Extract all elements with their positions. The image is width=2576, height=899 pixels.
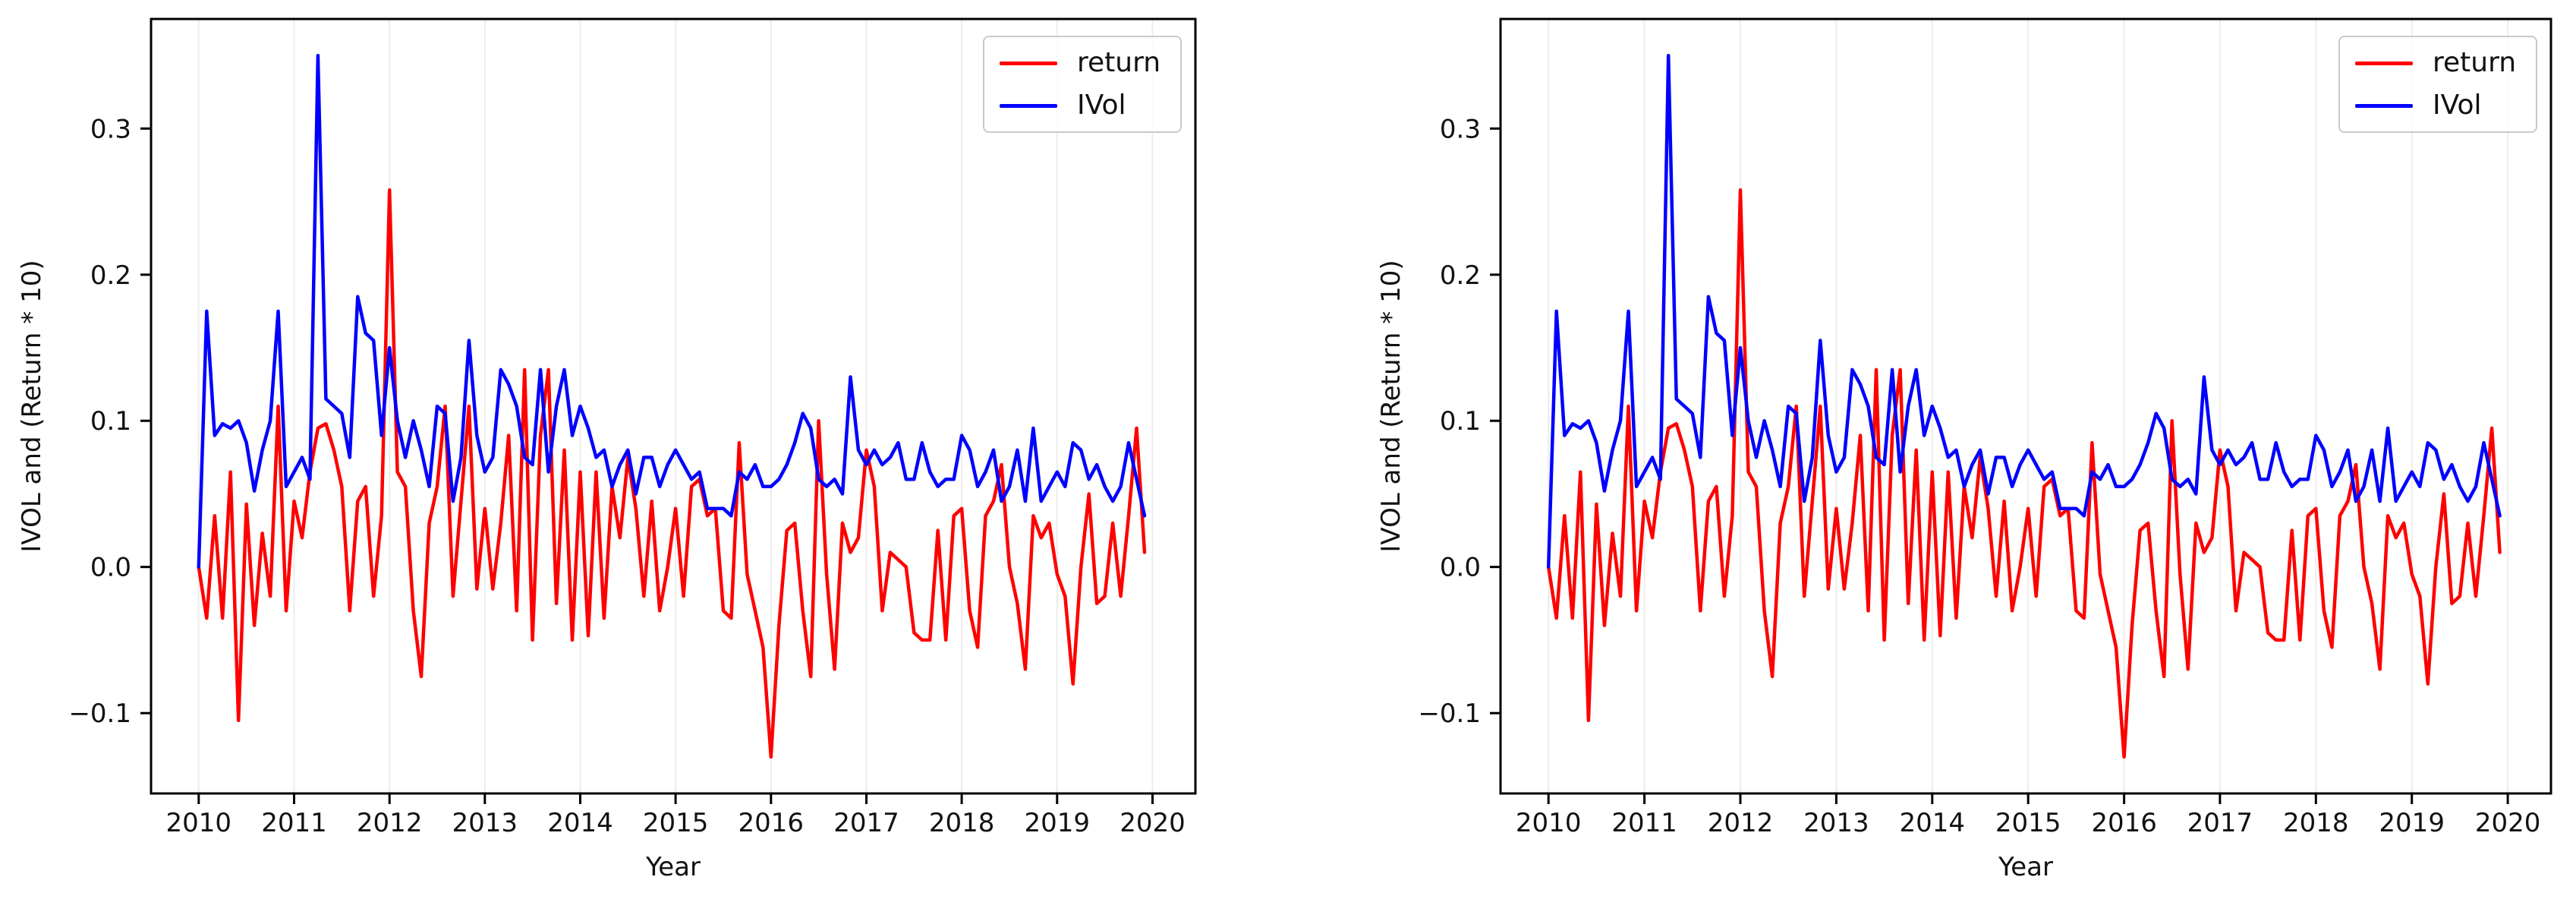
- y-tick-label: −0.1: [1418, 699, 1481, 729]
- legend: return IVol: [2338, 36, 2537, 133]
- x-tick-label: 2014: [1900, 808, 1966, 838]
- legend-line-swatch-ivol: [1000, 103, 1057, 108]
- y-tick-label: 0.0: [1440, 553, 1481, 583]
- series-line-ivol: [197, 53, 1147, 569]
- legend-label-return: return: [1077, 47, 1161, 78]
- y-tick-label: 0.1: [1440, 406, 1481, 437]
- x-axis-label: Year: [1998, 852, 2053, 882]
- legend-entry-ivol: IVol: [1000, 92, 1180, 119]
- legend-label-ivol: IVol: [1077, 90, 1126, 121]
- y-axis-label: IVOL and (Return * 10): [17, 260, 47, 553]
- series-line-return: [197, 188, 1147, 759]
- chart-panel-1: 2010 2011 2012 2013 2014 2015 2016 2017 2018 2019…: [1418, 17, 2552, 838]
- x-tick-label: 2012: [1708, 808, 1774, 838]
- x-tick-label: 2010: [166, 808, 232, 838]
- legend-entry-ivol: IVol: [2355, 92, 2536, 119]
- x-tick-label: 2018: [929, 808, 995, 838]
- x-tick-label: 2017: [2187, 808, 2253, 838]
- x-tick-label: 2010: [1516, 808, 1582, 838]
- y-tick-label: −0.1: [68, 699, 131, 729]
- legend-line-swatch-return: [1000, 61, 1057, 65]
- legend-entry-return: return: [2355, 49, 2536, 77]
- legend: return IVol: [983, 36, 1182, 133]
- x-tick-label: 2019: [2379, 808, 2445, 838]
- x-tick-label: 2014: [547, 808, 613, 838]
- x-tick-label: 2020: [2475, 808, 2541, 838]
- x-tick-label: 2018: [2283, 808, 2349, 838]
- y-axis-label: IVOL and (Return * 10): [1376, 260, 1406, 553]
- x-tick-label: 2013: [452, 808, 518, 838]
- legend-label-ivol: IVol: [2433, 90, 2482, 121]
- plot-border: [150, 17, 1197, 795]
- y-tick-label: 0.2: [90, 260, 131, 291]
- x-tick-label: 2019: [1025, 808, 1091, 838]
- x-tick-label: 2011: [261, 808, 327, 838]
- legend-line-swatch-ivol: [2355, 103, 2413, 108]
- x-tick-label: 2015: [1995, 808, 2061, 838]
- x-axis-label: Year: [646, 852, 701, 882]
- series-line-return: [1546, 188, 2502, 759]
- y-tick-label: 0.1: [90, 406, 131, 437]
- x-tick-label: 2020: [1120, 808, 1186, 838]
- x-tick-label: 2016: [738, 808, 805, 838]
- x-tick-label: 2017: [833, 808, 899, 838]
- x-tick-label: 2011: [1611, 808, 1677, 838]
- series-line-ivol: [1546, 53, 2502, 569]
- legend-line-swatch-return: [2355, 61, 2413, 65]
- x-tick-label: 2016: [2091, 808, 2157, 838]
- x-tick-label: 2013: [1803, 808, 1869, 838]
- y-tick-label: 0.3: [90, 114, 131, 144]
- chart-panel-0: 2010 2011 2012 2013 2014 2015 2016 2017 2018 2019…: [68, 17, 1197, 838]
- y-tick-label: 0.2: [1440, 260, 1481, 291]
- y-tick-label: 0.0: [90, 553, 131, 583]
- plot-border: [1499, 17, 2552, 795]
- y-tick-label: 0.3: [1440, 114, 1481, 144]
- x-tick-label: 2015: [643, 808, 709, 838]
- legend-label-return: return: [2433, 47, 2517, 78]
- legend-entry-return: return: [1000, 49, 1180, 77]
- x-tick-label: 2012: [357, 808, 423, 838]
